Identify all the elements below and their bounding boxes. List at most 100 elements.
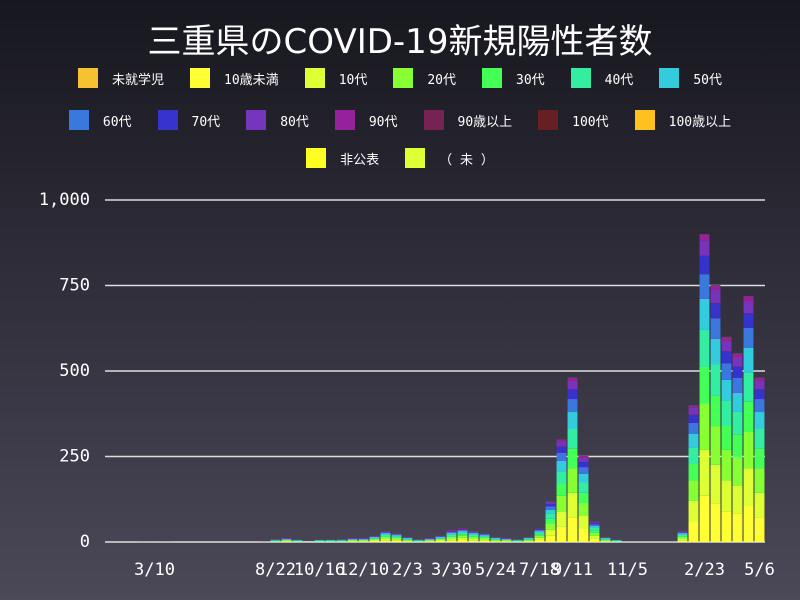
bar-segment — [545, 506, 556, 510]
bar-segment — [468, 534, 479, 536]
bar-segment — [490, 541, 501, 542]
x-tick-label: 10/16 — [294, 560, 345, 580]
bar-segment — [567, 517, 578, 542]
x-tick-label: 3/30 — [431, 560, 472, 580]
bar-segment — [710, 318, 721, 339]
legend-label: 未就学児 — [112, 72, 165, 88]
bar-segment — [688, 500, 699, 522]
bar-segment — [688, 464, 699, 481]
bar-segment — [754, 399, 765, 413]
bar-segment — [754, 448, 765, 469]
bar-segment — [589, 521, 600, 523]
legend-swatch — [393, 68, 414, 88]
bar-segment — [589, 532, 600, 536]
bar-segment — [677, 531, 688, 532]
bar-segment — [732, 411, 743, 435]
bar-segment — [732, 366, 743, 378]
legend-swatch — [538, 110, 559, 130]
bar-segment — [534, 535, 545, 538]
bar-segment — [347, 540, 358, 542]
bar-segment — [677, 534, 688, 536]
bar-segment — [545, 529, 556, 536]
y-tick-label: 1,000 — [39, 190, 90, 210]
bar-segment — [545, 504, 556, 507]
bar-segment — [490, 539, 501, 540]
bar-segment — [721, 400, 732, 426]
bar-segment — [567, 492, 578, 518]
bar-segment — [358, 541, 369, 542]
bar-segment — [710, 426, 721, 465]
bar-segment — [721, 480, 732, 512]
bar-segment — [754, 389, 765, 400]
bar-segment — [490, 540, 501, 542]
legend-item: 60代 — [68, 110, 132, 130]
legend-swatch — [78, 68, 99, 88]
bar-segment — [490, 539, 501, 541]
bar-segment — [369, 538, 380, 539]
bar-segment — [468, 531, 479, 533]
bar-segment — [380, 536, 391, 539]
legend-swatch — [246, 110, 267, 130]
bar-segment — [578, 516, 589, 530]
legend-item: 100代 — [538, 110, 609, 130]
bar-segment — [600, 540, 611, 542]
bar-segment — [545, 513, 556, 519]
x-tick-label: 5/6 — [744, 560, 775, 580]
bar-segment — [402, 537, 413, 539]
bar-segment — [710, 464, 721, 504]
x-tick-label: 9/11 — [552, 560, 593, 580]
legend-swatch — [157, 110, 178, 130]
bar-segment — [446, 536, 457, 539]
bar-segment — [699, 240, 710, 256]
bar-segment — [688, 521, 699, 542]
bar-segment — [710, 302, 721, 319]
bar-segment — [578, 473, 589, 483]
bar-segment — [435, 537, 446, 539]
bar-segment — [490, 538, 501, 540]
bar-segment — [424, 539, 435, 541]
legend-swatch — [423, 110, 444, 130]
bar-segment — [754, 380, 765, 390]
bar-segment — [402, 541, 413, 542]
bar-segment — [567, 389, 578, 400]
bar-segment — [556, 439, 567, 442]
bar-segment — [567, 448, 578, 469]
bar-segment — [677, 533, 688, 535]
bar-segment — [281, 539, 292, 541]
bar-segment — [677, 532, 688, 534]
bar-segment — [435, 536, 446, 537]
bar-segment — [699, 403, 710, 450]
bar-segment — [380, 531, 391, 533]
legend-label: 非公表 — [340, 152, 380, 168]
bar-segment — [589, 530, 600, 533]
bar-segment — [369, 536, 380, 538]
y-tick-label: 0 — [80, 532, 90, 552]
bar-segment — [688, 414, 699, 423]
legend-label: 70代 — [191, 114, 221, 130]
x-tick-label: 7/18 — [519, 560, 560, 580]
legend-label: 100歳以上 — [668, 114, 732, 130]
bar-segment — [721, 363, 732, 380]
bar-segment — [677, 538, 688, 541]
bar-segment — [446, 531, 457, 533]
bar-segment — [600, 541, 611, 542]
bar-segment — [556, 471, 567, 484]
bar-segment — [688, 447, 699, 465]
bar-segment — [721, 336, 732, 341]
bar-segment — [501, 540, 512, 542]
bar-segment — [556, 483, 567, 496]
bar-segment — [402, 539, 413, 540]
bar-segment — [358, 540, 369, 542]
bar-segment — [468, 540, 479, 542]
bar-segment — [721, 449, 732, 481]
bar-segment — [688, 480, 699, 501]
legend-item: 90歳以上 — [423, 110, 512, 130]
bar-segment — [446, 532, 457, 535]
bar-segment — [578, 461, 589, 468]
bar-segment — [732, 485, 743, 514]
bar-segment — [468, 533, 479, 535]
bar-segment — [534, 528, 545, 530]
bar-segment — [402, 540, 413, 542]
x-tick-label: 8/22 — [255, 560, 296, 580]
